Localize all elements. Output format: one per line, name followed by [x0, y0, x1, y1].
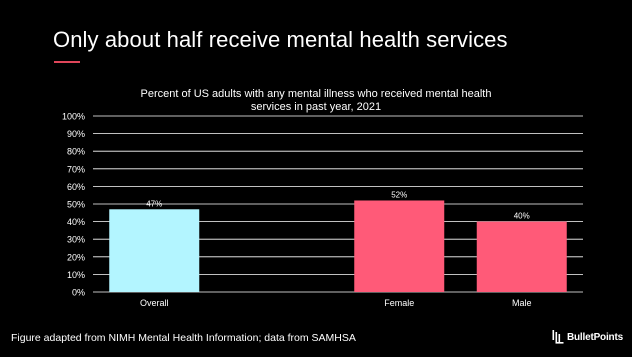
x-tick-label: Male	[512, 298, 532, 308]
y-tick-label: 60%	[67, 182, 85, 192]
y-tick-label: 90%	[67, 129, 85, 139]
slide-title: Only about half receive mental health se…	[53, 27, 508, 52]
bar	[476, 221, 567, 292]
y-tick-label: 70%	[67, 164, 85, 174]
bar	[354, 200, 445, 292]
x-axis-tick-labels: Overall Female Male	[140, 298, 532, 308]
bullet-points-icon	[552, 330, 564, 344]
y-axis-tick-labels: 0% 10% 20% 30% 40% 50% 60% 70% 80% 90% 100%	[62, 112, 85, 298]
y-tick-label: 30%	[67, 235, 85, 245]
chart-title-line: services in past year, 2021	[251, 101, 381, 113]
chart-bars	[109, 200, 567, 292]
chart-title-line: Percent of US adults with any mental ill…	[141, 88, 492, 100]
y-tick-label: 50%	[67, 200, 85, 210]
x-tick-label: Female	[384, 298, 414, 308]
y-tick-label: 100%	[62, 112, 85, 122]
source-footnote: Figure adapted from NIMH Mental Health I…	[11, 332, 356, 344]
y-tick-label: 20%	[67, 252, 85, 262]
data-label: 47%	[146, 199, 162, 208]
y-tick-label: 40%	[67, 217, 85, 227]
title-accent-rule	[54, 61, 80, 63]
data-label: 52%	[391, 190, 407, 199]
bar	[109, 209, 200, 292]
brand-logo: BulletPoints	[552, 328, 623, 346]
brand-name: BulletPoints	[567, 331, 623, 343]
chart-title: Percent of US adults with any mental ill…	[141, 88, 492, 113]
y-tick-label: 80%	[67, 147, 85, 157]
data-label: 40%	[514, 212, 530, 221]
y-tick-label: 0%	[72, 288, 85, 298]
x-tick-label: Overall	[140, 298, 169, 308]
chart-data-labels: 47% 52% 40%	[146, 190, 530, 220]
y-tick-label: 10%	[67, 270, 85, 280]
